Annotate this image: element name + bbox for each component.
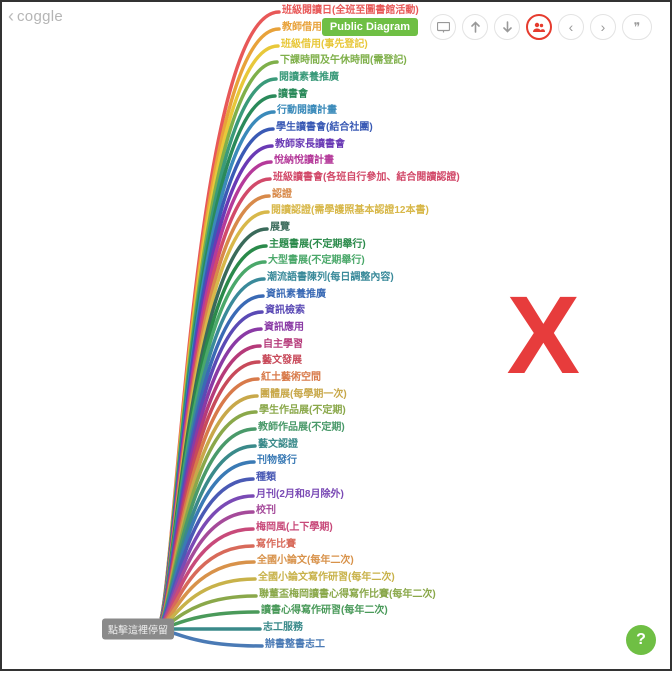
node-label[interactable]: 學生作品展(不定期) [259, 406, 346, 416]
node-label[interactable]: 紅土藝術空間 [261, 373, 321, 383]
app-logo[interactable]: coggle [17, 8, 63, 25]
node-label[interactable]: 展覽 [270, 223, 290, 233]
node-label[interactable]: 閱讀素養推廣 [279, 73, 339, 83]
node-label[interactable]: 班級借用(事先登記) [281, 40, 368, 50]
node-label[interactable]: 校刊 [256, 506, 276, 516]
node-label[interactable]: 資訊素養推廣 [266, 290, 326, 300]
node-label[interactable]: 讀書心得寫作研習(每年二次) [261, 606, 388, 616]
node-label[interactable]: 教師家長讀書會 [275, 140, 345, 150]
node-label[interactable]: 聯董盃梅岡讀書心得寫作比賽(每年二次) [259, 590, 436, 600]
node-label[interactable]: 自主學習 [263, 340, 303, 350]
overlay-x-mark: X [507, 272, 580, 399]
node-label[interactable]: 潮流語書陳列(每日調整內容) [267, 273, 394, 283]
help-button[interactable]: ? [626, 625, 656, 655]
public-badge: Public Diagram [322, 18, 418, 36]
node-label[interactable]: 班級讀書會(各班自行參加、結合閱讀認證) [273, 173, 460, 183]
download-button[interactable] [494, 14, 520, 40]
node-label[interactable]: 大型書展(不定期舉行) [268, 256, 365, 266]
upload-button[interactable] [462, 14, 488, 40]
node-label[interactable]: 下課時間及午休時間(需登記) [280, 56, 407, 66]
node-label[interactable]: 團體展(每學期一次) [260, 390, 347, 400]
toolbar: Public Diagram ‹ › ❞ [322, 14, 652, 40]
node-label[interactable]: 全國小論文(每年二次) [257, 556, 354, 566]
history-next-button[interactable]: › [590, 14, 616, 40]
back-chevron[interactable]: ‹ [8, 6, 14, 27]
download-icon [502, 21, 513, 33]
node-label[interactable]: 月刊(2月和8月除外) [256, 490, 344, 500]
node-label[interactable]: 藝文發展 [262, 356, 302, 366]
people-button[interactable] [526, 14, 552, 40]
history-prev-button[interactable]: ‹ [558, 14, 584, 40]
node-label[interactable]: 行動閱讀計畫 [277, 106, 337, 116]
people-icon [532, 21, 546, 33]
node-label[interactable]: 寫作比賽 [256, 540, 296, 550]
node-label[interactable]: 學生讀書會(結合社團) [276, 123, 373, 133]
node-label[interactable]: 資訊應用 [264, 323, 304, 333]
node-label[interactable]: 教師作品展(不定期) [258, 423, 345, 433]
screen-icon [437, 22, 450, 33]
node-label[interactable]: 閱讀認證(需學護照基本認證12本書) [271, 206, 429, 216]
node-label[interactable]: 讀書會 [278, 90, 308, 100]
node-label[interactable]: 刊物發行 [257, 456, 297, 466]
help-icon: ? [636, 631, 646, 649]
node-label[interactable]: 梅岡風(上下學期) [256, 523, 333, 533]
upload-icon [470, 21, 481, 33]
node-label[interactable]: 主題書展(不定期舉行) [269, 240, 366, 250]
node-label[interactable]: 悅納悅讀計畫 [274, 156, 334, 166]
present-button[interactable] [430, 14, 456, 40]
node-label[interactable]: 種類 [256, 473, 276, 483]
node-label[interactable]: 藝文認證 [258, 440, 298, 450]
comment-button[interactable]: ❞ [622, 14, 652, 40]
root-node[interactable]: 點擊這裡停留 [102, 619, 174, 640]
node-label[interactable]: 志工服務 [263, 623, 303, 633]
node-label[interactable]: 認證 [272, 190, 292, 200]
node-label[interactable]: 辦書整書志工 [265, 640, 325, 650]
node-label[interactable]: 資訊檢索 [265, 306, 305, 316]
node-label[interactable]: 全國小論文寫作研習(每年二次) [258, 573, 395, 583]
